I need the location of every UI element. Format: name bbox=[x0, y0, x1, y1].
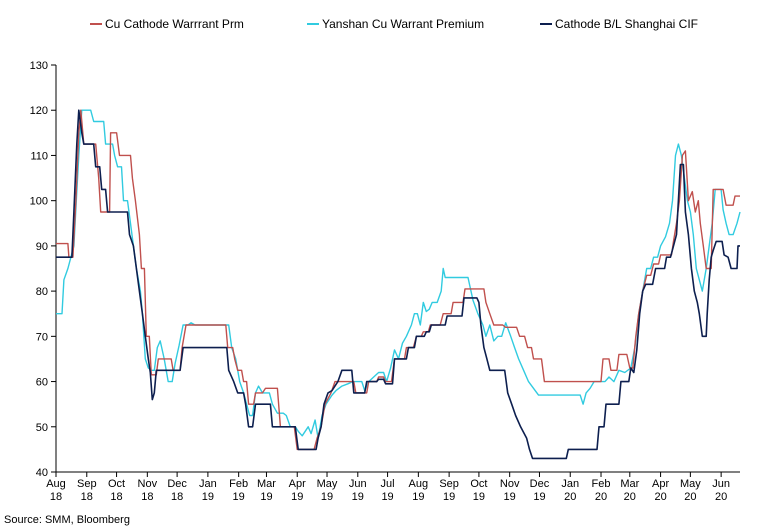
x-tick-label-year: 20 bbox=[654, 491, 666, 503]
x-tick-label-month: Oct bbox=[470, 478, 487, 490]
y-tick-label: 80 bbox=[36, 286, 48, 298]
y-tick-label: 120 bbox=[30, 105, 48, 117]
x-tick-label-month: Jan bbox=[199, 478, 217, 490]
x-tick-label-month: Aug bbox=[46, 478, 66, 490]
x-tick-label-year: 19 bbox=[412, 491, 424, 503]
y-tick-label: 90 bbox=[36, 241, 48, 253]
y-tick-label: 50 bbox=[36, 422, 48, 434]
x-tick-label-month: May bbox=[680, 478, 701, 490]
x-tick-label-year: 18 bbox=[110, 491, 122, 503]
y-tick-label: 60 bbox=[36, 377, 48, 389]
x-tick-label-month: Apr bbox=[652, 478, 669, 490]
x-tick-label-year: 20 bbox=[564, 491, 576, 503]
x-tick-label-year: 19 bbox=[533, 491, 545, 503]
x-tick-label-year: 19 bbox=[291, 491, 303, 503]
x-tick-label-year: 19 bbox=[381, 491, 393, 503]
x-tick-label-month: Jun bbox=[712, 478, 730, 490]
x-tick-label-year: 19 bbox=[504, 491, 516, 503]
y-tick-label: 70 bbox=[36, 331, 48, 343]
x-tick-label-year: 20 bbox=[624, 491, 636, 503]
x-tick-label-year: 19 bbox=[321, 491, 333, 503]
x-tick-label-month: Mar bbox=[620, 478, 639, 490]
x-tick-label-month: Feb bbox=[229, 478, 248, 490]
x-tick-label-month: Jan bbox=[561, 478, 579, 490]
x-tick-label-month: Aug bbox=[409, 478, 429, 490]
x-axis: Aug18Sep18Oct18Nov18Dec18Jan19Feb19Mar19… bbox=[46, 471, 740, 503]
legend-label-1: Cu Cathode Warrrant Prm bbox=[105, 17, 244, 31]
series-line-1 bbox=[56, 109, 740, 451]
x-tick-label-year: 20 bbox=[715, 491, 727, 503]
legend-label-3: Cathode B/L Shanghai CIF bbox=[555, 17, 698, 31]
x-tick-label-month: Sep bbox=[439, 478, 459, 490]
x-tick-label-month: Nov bbox=[500, 478, 520, 490]
x-tick-label-month: Apr bbox=[289, 478, 306, 490]
x-tick-label-year: 18 bbox=[81, 491, 93, 503]
x-tick-label-year: 20 bbox=[684, 491, 696, 503]
x-tick-label-month: Dec bbox=[167, 478, 187, 490]
x-tick-label-year: 20 bbox=[595, 491, 607, 503]
x-tick-label-year: 19 bbox=[260, 491, 272, 503]
y-tick-label: 110 bbox=[30, 150, 48, 162]
x-tick-label-month: May bbox=[317, 478, 338, 490]
legend: Cu Cathode Warrrant Prm Yanshan Cu Warran… bbox=[90, 17, 698, 31]
series-line-3 bbox=[56, 109, 740, 460]
x-tick-label-month: Oct bbox=[108, 478, 125, 490]
x-tick-label-month: Mar bbox=[257, 478, 276, 490]
line-chart: Cu Cathode Warrrant Prm Yanshan Cu Warran… bbox=[30, 17, 741, 503]
plot-area bbox=[56, 109, 741, 460]
x-tick-label-month: Sep bbox=[77, 478, 97, 490]
x-tick-label-month: Jul bbox=[381, 478, 395, 490]
source-note: Source: SMM, Bloomberg bbox=[4, 514, 130, 526]
x-tick-label-month: Dec bbox=[530, 478, 550, 490]
legend-label-2: Yanshan Cu Warrant Premium bbox=[322, 17, 484, 31]
x-tick-label-year: 18 bbox=[141, 491, 153, 503]
x-tick-label-month: Jun bbox=[349, 478, 367, 490]
y-axis: 40 50 60 70 80 90 100 110 120 130 bbox=[30, 60, 57, 479]
y-tick-label: 40 bbox=[36, 467, 48, 479]
x-tick-label-year: 18 bbox=[50, 491, 62, 503]
x-tick-label-year: 19 bbox=[202, 491, 214, 503]
x-tick-label-year: 19 bbox=[443, 491, 455, 503]
x-tick-label-month: Feb bbox=[592, 478, 611, 490]
x-tick-label-month: Nov bbox=[138, 478, 158, 490]
x-tick-label-year: 19 bbox=[233, 491, 245, 503]
x-tick-label-year: 19 bbox=[473, 491, 485, 503]
y-tick-label: 130 bbox=[30, 60, 48, 72]
series-line-2 bbox=[56, 109, 741, 439]
y-tick-label: 100 bbox=[30, 196, 48, 208]
x-tick-label-year: 19 bbox=[352, 491, 364, 503]
x-tick-label-year: 18 bbox=[171, 491, 183, 503]
